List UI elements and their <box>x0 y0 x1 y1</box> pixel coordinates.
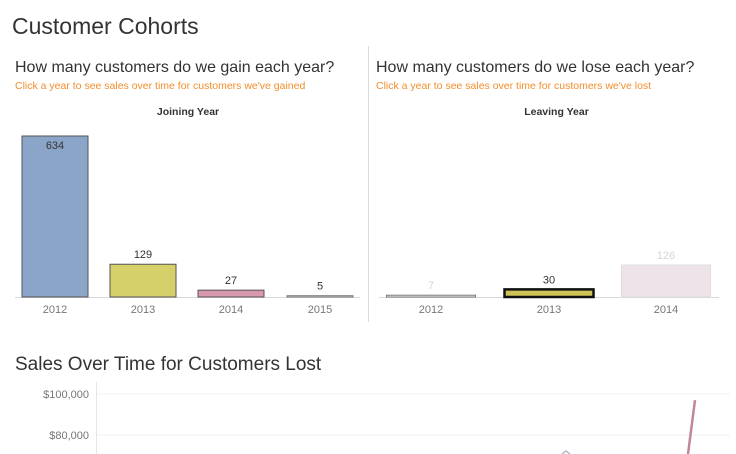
x-tick-label-2014: 2014 <box>219 304 243 316</box>
y-tick-label: $100,000 <box>43 389 89 401</box>
lose-instruction: Click a year to see sales over time for … <box>376 80 652 92</box>
gain-question: How many customers do we gain each year? <box>15 59 335 76</box>
sales-line-chart: $100,000 $80,000 <box>43 382 730 454</box>
gain-axis-title: Joining Year <box>156 106 220 118</box>
bar-value-label-2015: 5 <box>317 281 323 293</box>
sales-series-line <box>686 399 697 454</box>
x-tick-label-2015: 2015 <box>308 304 332 316</box>
bar-2012[interactable] <box>386 294 476 298</box>
x-tick-label-2012: 2012 <box>43 304 67 316</box>
lose-question: How many customers do we lose each year? <box>376 59 695 76</box>
page-title: Customer Cohorts <box>12 13 199 39</box>
bar-value-label-2013: 30 <box>543 274 555 286</box>
bar-2012[interactable] <box>21 135 89 298</box>
gain-instruction: Click a year to see sales over time for … <box>15 80 306 92</box>
gain-bar-chart: 634 2012 129 2013 27 2014 5 2015 <box>15 135 360 316</box>
bar-2013[interactable] <box>503 288 595 299</box>
bar-2014[interactable] <box>197 289 265 298</box>
bar-value-label-2012: 7 <box>428 280 434 292</box>
y-tick-label: $80,000 <box>49 430 89 442</box>
x-tick-label-2012: 2012 <box>419 304 443 316</box>
x-tick-label-2014: 2014 <box>654 304 678 316</box>
bar-value-label-2014: 126 <box>657 250 675 262</box>
sales-title: Sales Over Time for Customers Lost <box>15 354 322 375</box>
gain-panel: How many customers do we gain each year?… <box>0 46 368 322</box>
bar-value-label-2014: 27 <box>225 275 237 287</box>
lose-bar-chart: 7 2012 30 2013 126 2014 <box>379 250 719 316</box>
bar-value-label-2012: 634 <box>46 140 64 152</box>
lose-axis-title: Leaving Year <box>524 106 589 118</box>
bar-2013[interactable] <box>109 263 177 298</box>
panel-divider <box>368 46 369 322</box>
bar-2015[interactable] <box>286 295 354 298</box>
x-tick-label-2013: 2013 <box>537 304 561 316</box>
sales-series-line-secondary <box>561 450 571 454</box>
bar-2014[interactable] <box>621 264 711 298</box>
x-tick-label-2013: 2013 <box>131 304 155 316</box>
lose-panel: How many customers do we lose each year?… <box>369 46 736 322</box>
bar-value-label-2013: 129 <box>134 249 152 261</box>
